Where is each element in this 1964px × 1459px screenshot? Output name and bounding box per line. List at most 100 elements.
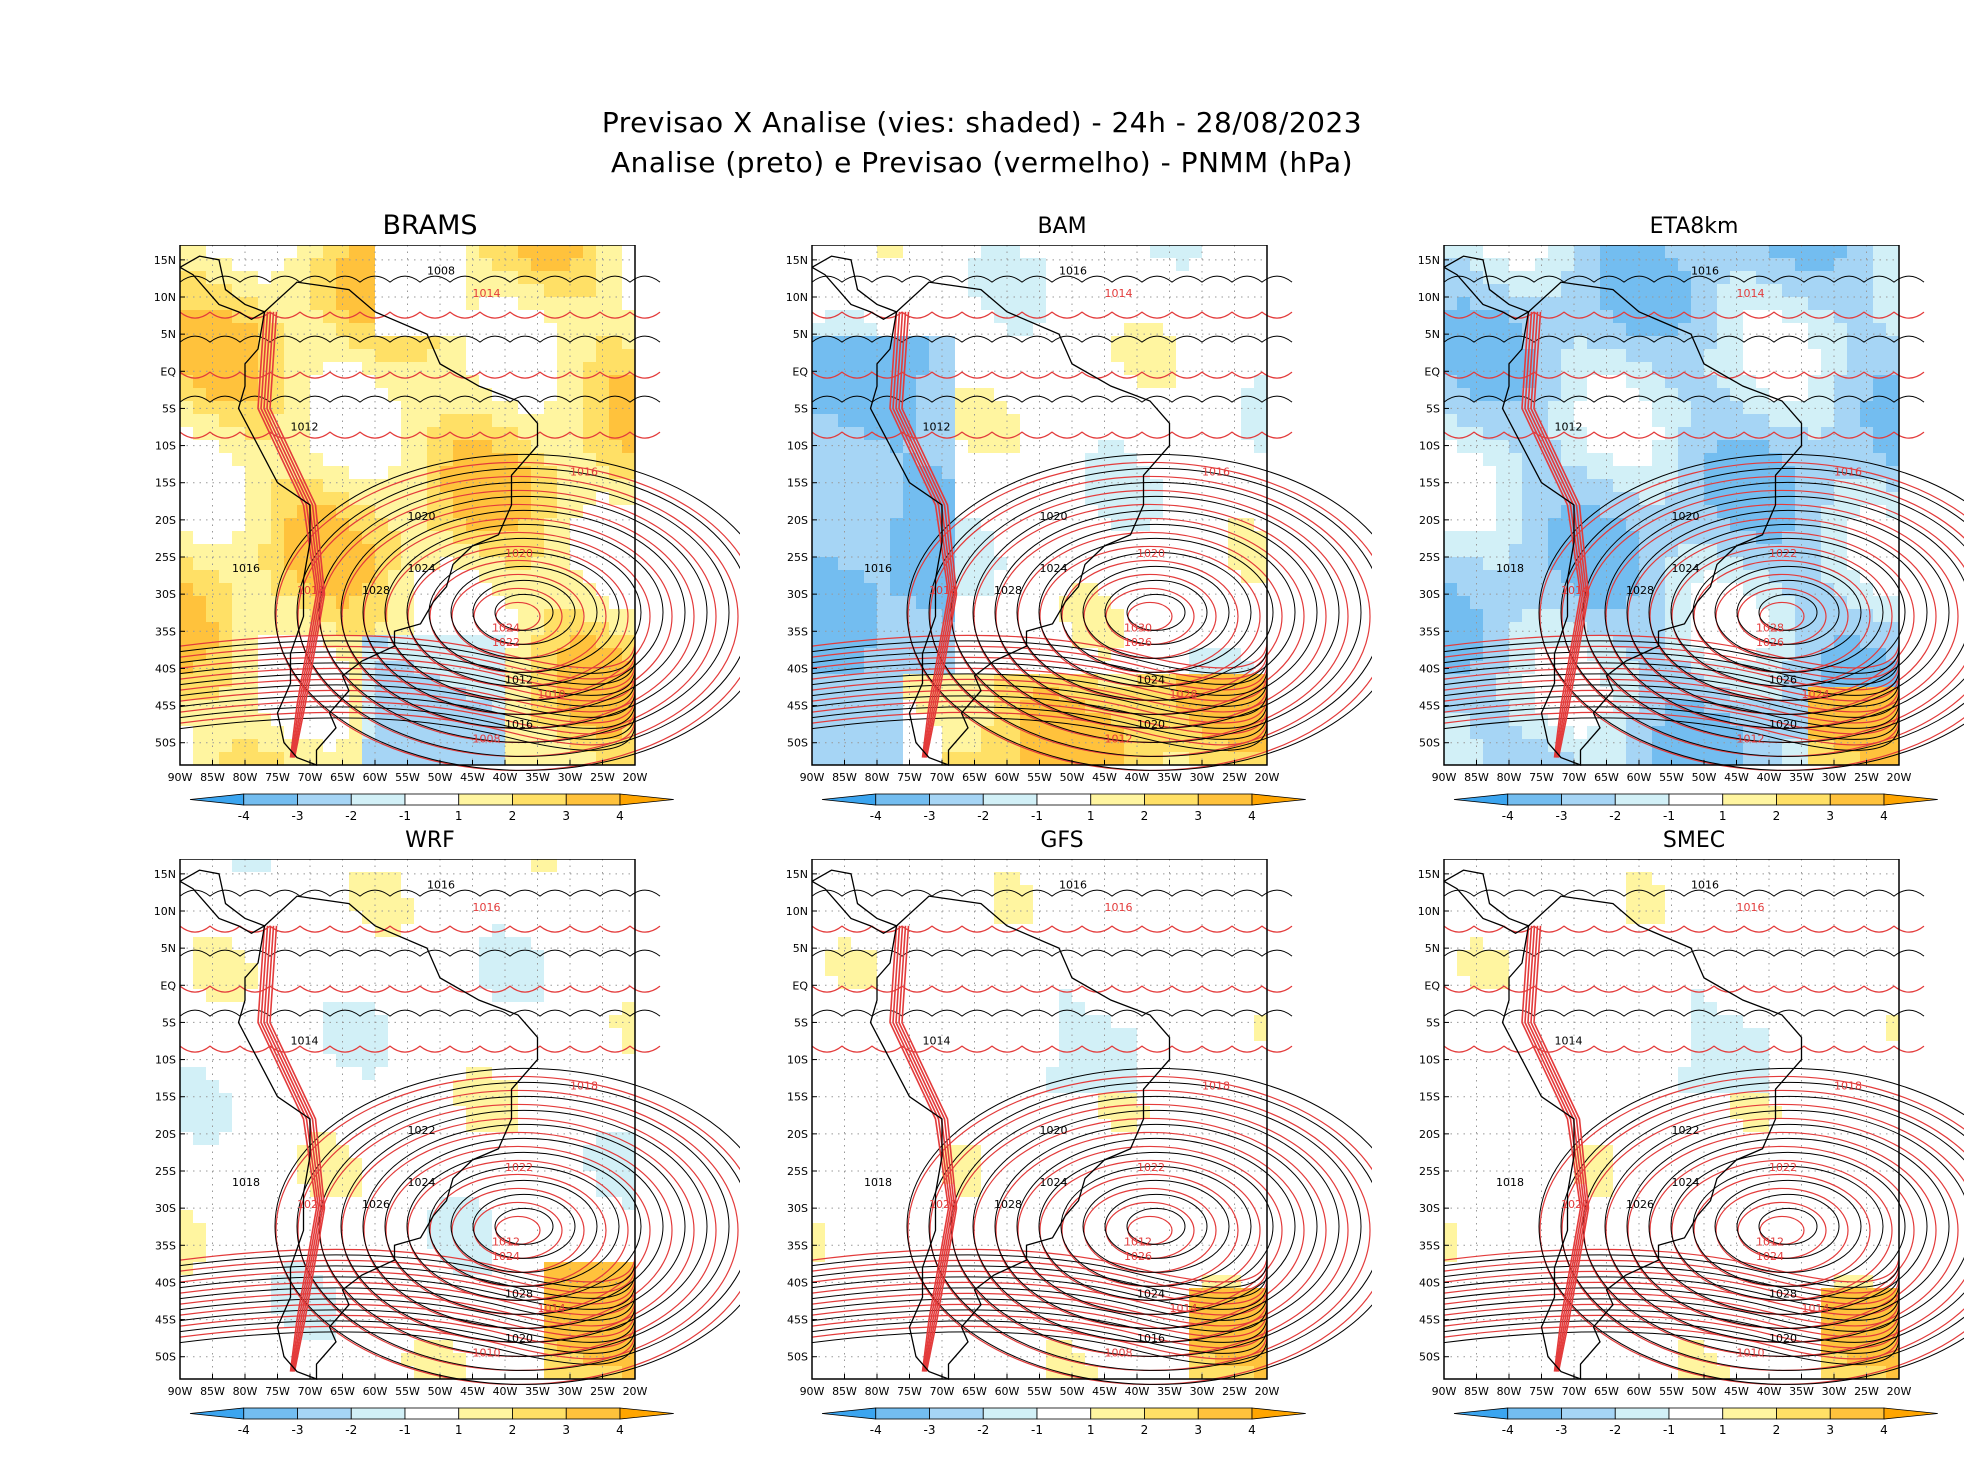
bias-cell [1522, 544, 1535, 557]
bias-cell [245, 622, 258, 635]
colorbar-segment [458, 793, 513, 806]
bias-cell [349, 349, 362, 362]
bias-cell [877, 583, 890, 596]
andes-isobar [1521, 311, 1582, 758]
bias-cell [362, 518, 375, 531]
bias-cell [245, 648, 258, 661]
bias-cell [1678, 414, 1691, 427]
forecast-isobar-label: 1020 [1137, 547, 1165, 560]
bias-cell [1652, 609, 1665, 622]
bias-cell [812, 596, 825, 609]
panel-title: SMEC [1662, 828, 1726, 853]
bias-cell [1743, 245, 1756, 258]
bias-cell [929, 349, 942, 362]
bias-cell [1202, 648, 1215, 661]
bias-cell [583, 401, 596, 414]
bias-cell [1548, 583, 1561, 596]
bias-cell [1072, 609, 1085, 622]
bias-cell [1548, 505, 1561, 518]
bias-cell [1254, 739, 1267, 752]
bias-cell [1202, 752, 1215, 765]
analysis-isobar-label: 1024 [408, 562, 436, 575]
bias-cell [1639, 544, 1652, 557]
bias-cell [1769, 258, 1782, 271]
bias-cell [1509, 661, 1522, 674]
bias-cell [375, 349, 388, 362]
analysis-isobar-label: 1018 [1496, 562, 1524, 575]
bias-cell [890, 544, 903, 557]
bias-cell [193, 258, 206, 271]
bias-cell [505, 687, 518, 700]
lat-label: 15N [154, 254, 176, 267]
forecast-isobar-label: 1014 [473, 287, 501, 300]
bias-cell [1678, 310, 1691, 323]
panel-wrf: WRF 1016 1014 1018 1022 1024 1026 1028 1020 1016 1… [120, 828, 740, 1448]
bias-cell [193, 963, 206, 976]
andes-isobar [889, 311, 950, 758]
lon-label: 55W [395, 1385, 420, 1398]
bias-cell [1457, 570, 1470, 583]
lat-label: 50S [155, 737, 176, 750]
colorbar-segment [297, 793, 352, 806]
bias-cell [1137, 752, 1150, 765]
colorbar-tick-label: -1 [399, 809, 411, 823]
analysis-isobar [274, 453, 740, 771]
lat-label: EQ [792, 365, 808, 378]
bias-cell [479, 258, 492, 271]
bias-cell [258, 466, 271, 479]
bias-cell [1457, 362, 1470, 375]
southern-isobar [179, 1287, 636, 1321]
analysis-isobar [1104, 1193, 1208, 1259]
colorbar-segment [929, 1407, 984, 1420]
bias-cell [1613, 700, 1626, 713]
bias-cell [388, 336, 401, 349]
bias-cell [955, 1184, 968, 1197]
colorbar-segment [1722, 1407, 1777, 1420]
bias-cell [1626, 752, 1639, 765]
bias-cell [1124, 336, 1137, 349]
bias-cell [929, 414, 942, 427]
bias-cell [219, 297, 232, 310]
bias-cell [1756, 271, 1769, 284]
bias-cell [349, 1041, 362, 1054]
bias-cell [1613, 349, 1626, 362]
lon-label: 40W [1757, 1385, 1782, 1398]
bias-cell [1444, 609, 1457, 622]
bias-cell [1678, 739, 1691, 752]
bias-cell [232, 583, 245, 596]
andes-isobar [260, 925, 320, 1372]
bias-cell [362, 752, 375, 765]
bias-cell [193, 950, 206, 963]
bias-cell [1496, 466, 1509, 479]
southern-isobar [811, 1254, 1268, 1288]
bias-cell [1691, 1028, 1704, 1041]
bias-cell [193, 739, 206, 752]
bias-cell [622, 1262, 635, 1275]
forecast-isobar-label: 1016 [570, 465, 598, 478]
bias-cell [258, 739, 271, 752]
bias-cell [1652, 596, 1665, 609]
bias-cell [1756, 440, 1769, 453]
bias-cell [362, 297, 375, 310]
tropical-isobar [179, 889, 661, 897]
bias-cell [812, 739, 825, 752]
bias-cell [1678, 1353, 1691, 1366]
bias-cell [812, 531, 825, 544]
bias-cell [557, 596, 570, 609]
andes-isobar [1530, 311, 1588, 758]
colorbar-arrow-left [1453, 1407, 1509, 1420]
colorbar-tick-label: 4 [1880, 809, 1888, 823]
bias-cell [812, 1236, 825, 1249]
bias-cell [310, 1327, 323, 1340]
bias-cell [981, 297, 994, 310]
bias-cell [1704, 1015, 1717, 1028]
bias-cell [362, 1002, 375, 1015]
bias-cell [1821, 271, 1834, 284]
lat-label: 35S [787, 1239, 808, 1252]
bias-cell [1652, 557, 1665, 570]
bias-cell [609, 1366, 622, 1379]
bias-cell [1834, 752, 1847, 765]
bias-cell [310, 336, 323, 349]
bias-cell [609, 362, 622, 375]
